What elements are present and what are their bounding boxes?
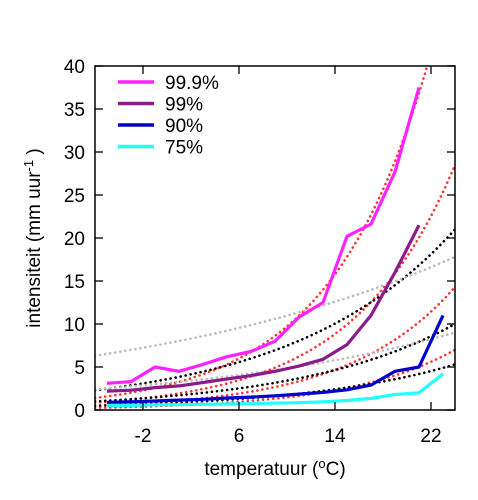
- x-tick-label: 14: [324, 426, 346, 447]
- y-tick-label: 0: [74, 401, 85, 422]
- legend: 99.9%99%90%75%: [118, 73, 219, 159]
- reference-curve-5: [95, 228, 455, 392]
- series-layer: [106, 87, 445, 408]
- x-tick-label: 22: [420, 426, 441, 447]
- y-tick-label: 40: [64, 57, 85, 78]
- x-tick-label: 6: [234, 426, 245, 447]
- x-axis-label-end: C): [326, 459, 346, 480]
- x-tick-label: -2: [135, 426, 152, 447]
- legend-label-4: 75%: [165, 138, 203, 159]
- y-tick-label: 5: [74, 358, 85, 379]
- y-tick-label: 15: [64, 272, 85, 293]
- x-axis-label: temperatuur (oC): [204, 456, 345, 481]
- reference-curve-8: [95, 255, 455, 358]
- plot-frame: [94, 65, 456, 411]
- x-axis-label-text: temperatuur (: [204, 459, 319, 480]
- y-tick-label: 25: [64, 186, 85, 207]
- y-axis-label-text: intensiteit (mm uur: [24, 171, 45, 328]
- y-axis-label-end: ): [24, 148, 45, 160]
- reference-curve-6: [95, 322, 455, 403]
- y-tick-label: 30: [64, 143, 85, 164]
- ticks-layer: 0 5 10 15 20 25 30 35 40 -2 6 14 22: [64, 57, 455, 447]
- series-line-3: [106, 314, 445, 404]
- y-axis-label-sup: -1: [21, 160, 36, 172]
- x-axis-label-sup: o: [318, 456, 325, 471]
- y-tick-label: 10: [64, 315, 85, 336]
- reference-curve-2: [95, 163, 455, 405]
- series-line-4: [106, 372, 444, 408]
- reference-curve-1: [95, 66, 429, 400]
- legend-label-2: 99%: [165, 95, 203, 116]
- y-tick-label: 20: [64, 229, 85, 250]
- y-tick-label: 35: [64, 100, 85, 121]
- series-line-1: [106, 87, 421, 385]
- reference-curves-layer: [95, 66, 455, 410]
- series-line-2: [106, 224, 421, 393]
- legend-label-1: 99.9%: [165, 73, 219, 94]
- reference-curve-9: [95, 331, 455, 391]
- legend-label-3: 90%: [165, 116, 203, 137]
- y-axis-label: intensiteit (mm uur-1 ): [21, 148, 46, 327]
- reference-curve-4: [95, 348, 455, 410]
